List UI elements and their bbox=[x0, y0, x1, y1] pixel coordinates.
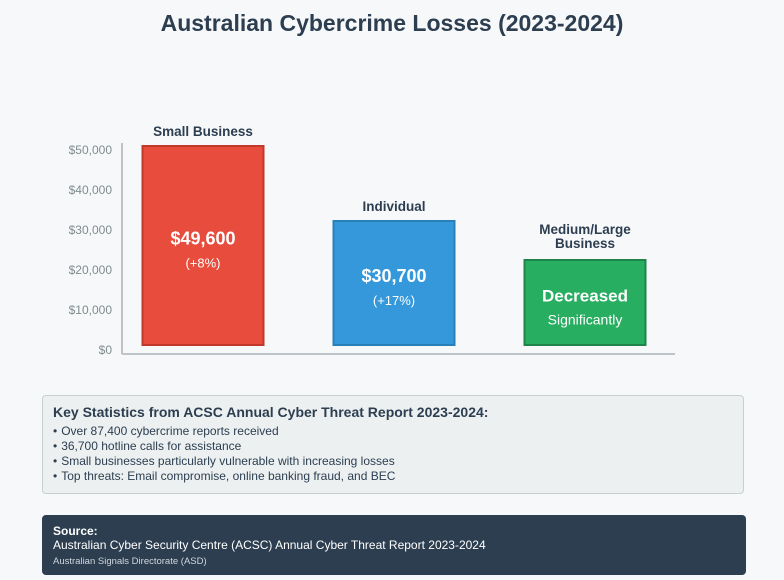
list-item: • Small businesses particularly vulnerabl… bbox=[53, 454, 395, 468]
y-tick-label: $10,000 bbox=[69, 303, 113, 317]
category-label: Individual bbox=[362, 199, 425, 214]
bar-value-label: Decreased bbox=[542, 287, 628, 306]
category-label: Small Business bbox=[153, 124, 253, 139]
bar-chart: $0 $10,000 $20,000 $30,000 $40,000 $50,000 Sm… bbox=[69, 124, 675, 357]
source-panel: Source: Australian Cyber Security Centre… bbox=[42, 515, 746, 575]
bar-medium-large-business bbox=[523, 259, 647, 346]
y-tick-label: $50,000 bbox=[69, 143, 113, 157]
stats-list: • Over 87,400 cybercrime reports received… bbox=[53, 424, 733, 484]
bar-value-label: $49,600 bbox=[170, 229, 235, 249]
bar-change-label: (+17%) bbox=[373, 293, 415, 308]
category-label: Medium/Large Business bbox=[539, 222, 631, 251]
bar-value-label: $30,700 bbox=[361, 266, 426, 286]
bar-individual bbox=[332, 220, 456, 346]
key-statistics-panel: Key Statistics from ACSC Annual Cyber Th… bbox=[42, 395, 744, 494]
bar-small-business bbox=[141, 145, 265, 346]
y-tick-label: $20,000 bbox=[69, 263, 113, 277]
list-item: • Over 87,400 cybercrime reports received bbox=[53, 424, 279, 438]
source-text: Australian Cyber Security Centre (ACSC) … bbox=[53, 538, 486, 552]
source-label: Source: bbox=[53, 524, 98, 538]
bar-change-label: (+8%) bbox=[185, 256, 220, 271]
y-tick-label: $40,000 bbox=[69, 183, 113, 197]
chart-title: Australian Cybercrime Losses (2023-2024) bbox=[160, 10, 624, 36]
y-tick-label: $30,000 bbox=[69, 223, 113, 237]
source-org: Australian Signals Directorate (ASD) bbox=[53, 556, 207, 567]
bar-change-label: Significantly bbox=[548, 312, 623, 328]
list-item: • Top threats: Email compromise, online b… bbox=[53, 469, 396, 483]
key-statistics-title: Key Statistics from ACSC Annual Cyber Th… bbox=[53, 404, 489, 420]
list-item: • 36,700 hotline calls for assistance bbox=[53, 439, 242, 453]
y-tick-label: $0 bbox=[99, 343, 113, 357]
